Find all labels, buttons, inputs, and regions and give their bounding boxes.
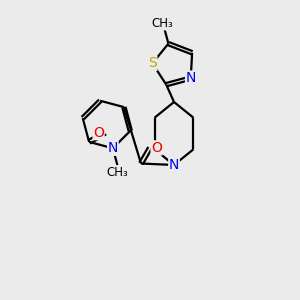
Text: S: S <box>148 56 157 70</box>
Text: N: N <box>108 141 118 155</box>
Text: O: O <box>93 126 104 140</box>
Text: CH₃: CH₃ <box>106 166 128 179</box>
Text: N: N <box>169 158 179 172</box>
Text: N: N <box>186 71 196 85</box>
Text: O: O <box>151 141 162 155</box>
Text: CH₃: CH₃ <box>151 17 173 30</box>
